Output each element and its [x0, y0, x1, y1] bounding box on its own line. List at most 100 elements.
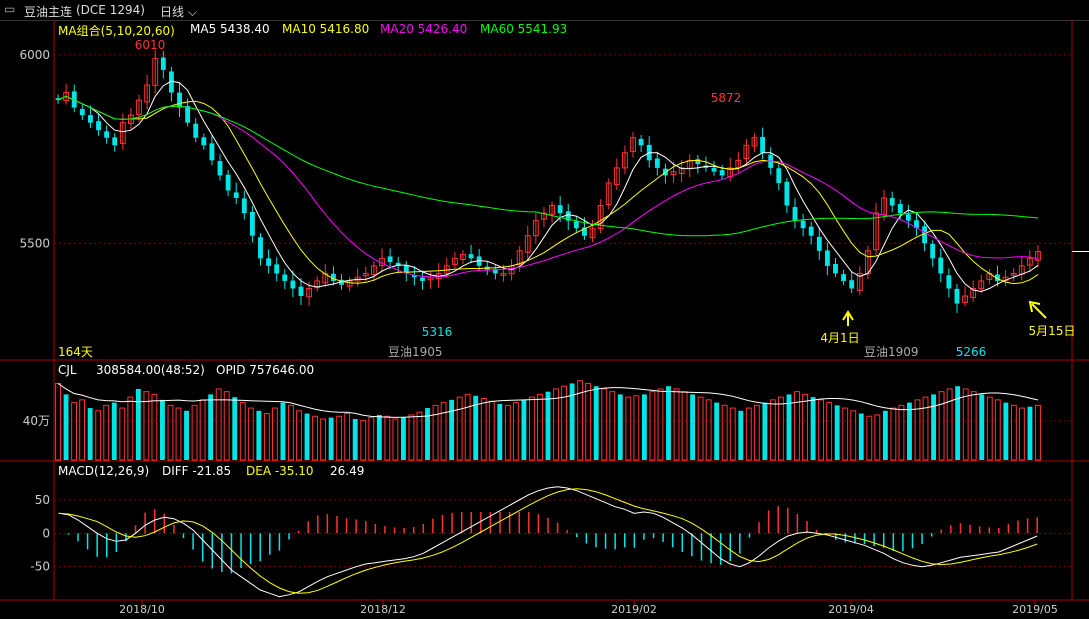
chart-axes [0, 20, 1089, 606]
volume-bar-down [63, 394, 69, 460]
volume-bar-up [657, 388, 664, 461]
volume-bar-up [970, 391, 977, 461]
candle-down [193, 123, 199, 138]
volume-bar-down [256, 410, 262, 460]
volume-bar-up [794, 391, 800, 461]
volume-bar-up [175, 407, 182, 461]
macd-title[interactable]: MACD(12,26,9) [58, 464, 150, 478]
volume-bar-up [922, 396, 929, 461]
candle-down [330, 273, 336, 281]
volume-bar-down [593, 386, 599, 460]
candle-up [306, 287, 313, 298]
x-tick-label: 2019/02 [611, 603, 657, 616]
candle-down [492, 268, 498, 274]
volume-bar-up [625, 396, 632, 461]
candle-up [541, 212, 547, 220]
low-label: 5266 [956, 345, 987, 359]
volume-bar-up [456, 396, 463, 461]
volume-bar-up [601, 388, 608, 461]
volume-bar-down [1027, 406, 1033, 460]
chevron-down-icon: ⌵ [187, 5, 197, 19]
volume-bar-up [842, 407, 849, 461]
candle-up [873, 212, 879, 251]
x-tick-label: 2018/10 [119, 603, 165, 616]
candle-up [597, 205, 604, 230]
candle-down [938, 257, 944, 274]
volume-bar-down [762, 402, 768, 460]
candle-down [654, 158, 660, 168]
volume-bar-down [328, 417, 334, 460]
candle-down [784, 181, 790, 206]
volume-bar-up [553, 388, 559, 461]
symbol-code: (DCE 1294) [76, 3, 145, 17]
candle-down [201, 137, 207, 146]
dea-value: DEA -35.10 [246, 464, 314, 478]
annotation-arrow [1028, 300, 1047, 319]
volume-bar-down [714, 402, 720, 460]
ma10-line [57, 95, 1039, 285]
period-selector[interactable]: 日线 ⌵ [160, 3, 197, 20]
candle-up [322, 272, 329, 284]
volume-bar-up [432, 404, 439, 461]
candle-up [63, 92, 70, 101]
volume-bar-up [673, 388, 680, 461]
macd-histogram [67, 506, 1038, 574]
candle-up [735, 159, 742, 169]
candle-down [573, 221, 579, 229]
symbol-name[interactable]: 豆油主连 [24, 5, 73, 19]
volume-bar-up [167, 404, 174, 461]
candle-down [168, 71, 174, 93]
volume-bar-down [617, 394, 623, 460]
volume-bar-up [191, 404, 198, 461]
volume-title[interactable]: CJL [58, 363, 77, 377]
candle-up [978, 280, 985, 289]
volume-bars [55, 380, 1041, 461]
candle-down [914, 220, 919, 229]
candle-down [177, 92, 182, 108]
candle-up [1035, 251, 1041, 261]
candle-up [970, 287, 977, 299]
candle-up [751, 137, 758, 147]
volume-bar-up [215, 388, 222, 461]
candle-up [605, 182, 612, 205]
candle-down [889, 198, 895, 206]
ma60-line [57, 95, 1039, 237]
volume-bar-up [151, 393, 158, 461]
volume-bar-up [537, 393, 543, 461]
volume-bar-up [874, 414, 881, 461]
ma5-line [57, 80, 1039, 293]
volume-bar-up [384, 415, 391, 461]
volume-bar-up [866, 415, 873, 461]
window-icon[interactable]: ▭ [4, 2, 16, 16]
ma20-line [57, 95, 1039, 278]
candle-up [516, 250, 523, 266]
candle-down [104, 131, 110, 138]
volume-bar-up [681, 391, 688, 461]
candle-down [695, 159, 701, 165]
candle-down [841, 274, 847, 281]
volume-bar-up [368, 417, 375, 461]
candle-down [824, 250, 830, 266]
volume-bar-down [232, 397, 238, 460]
peak-label: 5872 [711, 91, 742, 105]
volume-bar-down [882, 410, 888, 460]
contract-label: 豆油1909 [864, 345, 919, 359]
volume-bar-up [271, 407, 278, 461]
volume-bar-up [55, 382, 61, 461]
candle-down [719, 170, 725, 176]
volume-bar-up [440, 402, 447, 461]
days-label: 164天 [58, 345, 93, 359]
volume-bar-up [585, 382, 592, 461]
volume-bar-up [288, 404, 294, 461]
volume-bar-up [802, 393, 808, 461]
volume-bar-down [304, 413, 310, 460]
candle-down [776, 168, 782, 183]
candle-down [565, 211, 571, 221]
volume-bar-up [392, 418, 399, 461]
candlestick-series [55, 50, 1041, 313]
candle-down [760, 136, 766, 153]
volume-bar-up [312, 415, 318, 461]
volume-bar-up [1035, 404, 1041, 461]
ma-title[interactable]: MA组合(5,10,20,60) [58, 24, 175, 38]
